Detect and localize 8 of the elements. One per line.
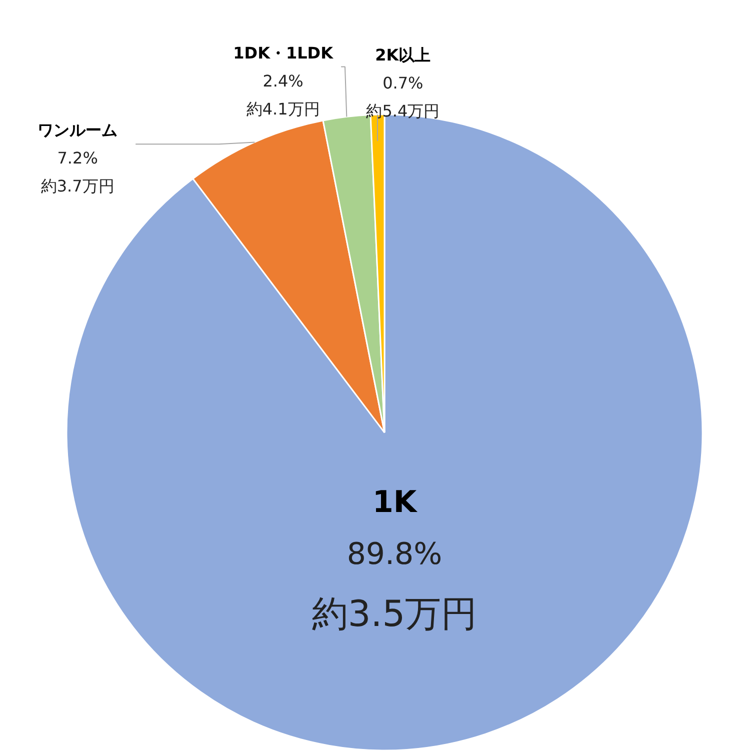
slice-label: 1DK・1LDK (233, 43, 334, 62)
slice-label: 2K以上 (375, 45, 431, 64)
data-label: 2.4% 約4.1万円 (246, 71, 320, 118)
data-label: 7.2% 約3.7万円 (40, 148, 114, 196)
slice-label: ワンルーム (38, 120, 118, 140)
slice-label: 1K (372, 485, 418, 520)
data-label: 0.7% 約5.4万円 (366, 73, 440, 120)
data-label: 89.8% 約3.5万円 (312, 537, 478, 635)
